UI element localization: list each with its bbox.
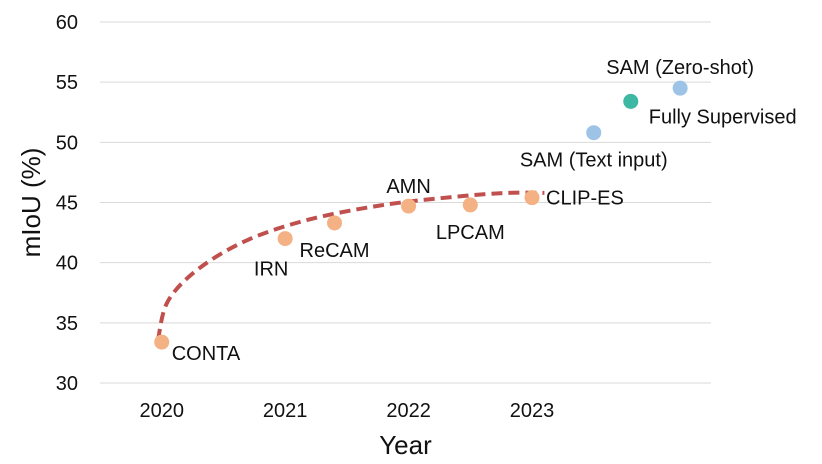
data-points: [154, 80, 688, 350]
y-tick-label: 40: [56, 253, 78, 275]
point-sam-text-input: [586, 125, 602, 141]
label-conta: CONTA: [172, 343, 241, 365]
point-fully-supervised: [623, 93, 639, 109]
point-recam: [327, 215, 343, 231]
x-tick-label: 2022: [386, 400, 431, 422]
y-tick-label: 45: [56, 193, 78, 215]
x-tick-label: 2020: [139, 400, 184, 422]
data-labels: CONTA IRN ReCAM AMN LPCAM CLIP-ES SAM (Text in…: [172, 57, 797, 365]
y-axis-ticks: 30 35 40 45 50 55 60: [56, 12, 78, 395]
y-axis-title: mIoU (%): [16, 148, 46, 258]
label-clip-es: CLIP-ES: [546, 188, 624, 210]
x-tick-label: 2023: [510, 400, 555, 422]
point-clip-es: [524, 190, 540, 206]
label-fully-supervised: Fully Supervised: [649, 106, 797, 128]
point-amn: [401, 198, 417, 214]
trend-line: [156, 190, 545, 341]
x-axis-ticks: 2020 2021 2022 2023: [139, 400, 554, 422]
y-tick-label: 35: [56, 313, 78, 335]
y-tick-label: 55: [56, 72, 78, 94]
label-lpcam: LPCAM: [436, 222, 505, 244]
label-recam: ReCAM: [300, 240, 370, 262]
x-axis-title: Year: [379, 430, 432, 460]
point-conta: [154, 334, 170, 350]
y-tick-label: 50: [56, 132, 78, 154]
label-irn: IRN: [254, 259, 288, 281]
label-sam-text-input: SAM (Text input): [520, 150, 668, 172]
label-sam-zero-shot: SAM (Zero-shot): [606, 57, 754, 79]
y-tick-label: 30: [56, 373, 78, 395]
point-irn: [277, 231, 293, 247]
point-sam-zero-shot: [672, 80, 688, 96]
label-amn: AMN: [386, 176, 430, 198]
point-lpcam: [462, 197, 478, 213]
y-tick-label: 60: [56, 12, 78, 34]
x-tick-label: 2021: [263, 400, 308, 422]
